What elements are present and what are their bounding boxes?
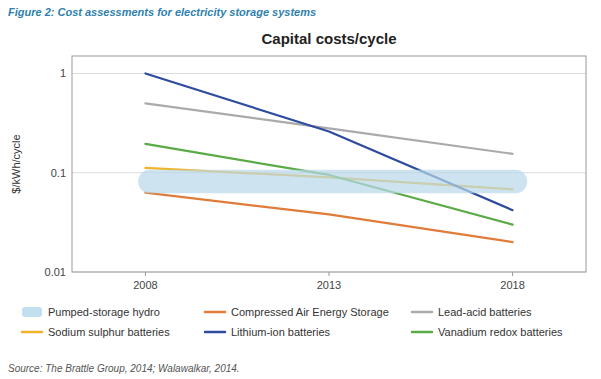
y-tick-label: 0.01 (45, 266, 66, 278)
band (138, 170, 527, 194)
source-text: Source: The Brattle Group, 2014; Walawal… (8, 363, 240, 374)
x-tick-label: 2018 (500, 279, 524, 291)
series-line (145, 193, 512, 242)
y-axis-label: $/kWh/cycle (10, 134, 22, 193)
legend-label: Pumped-storage hydro (48, 306, 160, 318)
legend-label: Vanadium redox batteries (438, 326, 563, 338)
legend-label: Compressed Air Energy Storage (231, 306, 389, 318)
y-tick-label: 0.1 (51, 167, 66, 179)
legend-label: Sodium sulphur batteries (48, 326, 170, 338)
legend-swatch (412, 331, 432, 334)
series-line (145, 103, 512, 153)
chart: Figure 2: Cost assessments for electrici… (0, 0, 601, 379)
legend-label: Lithium-ion batteries (231, 326, 331, 338)
x-tick (329, 272, 330, 276)
x-tick (145, 272, 146, 276)
x-tick-label: 2008 (133, 279, 157, 291)
plot-area (145, 73, 512, 242)
x-tick-label: 2013 (317, 279, 341, 291)
chart-title: Capital costs/cycle (261, 30, 396, 47)
figure-label: Figure 2: Cost assessments for electrici… (8, 6, 316, 18)
legend-label: Lead-acid batteries (438, 306, 532, 318)
legend-swatch (22, 307, 42, 317)
legend-swatch (205, 331, 225, 334)
legend-swatch (205, 311, 225, 314)
y-tick-label: 1 (60, 67, 66, 79)
legend-swatch (412, 311, 432, 314)
legend-swatch (22, 331, 42, 334)
x-tick (512, 272, 513, 276)
plot-background (72, 56, 586, 272)
plot-frame (72, 56, 586, 272)
